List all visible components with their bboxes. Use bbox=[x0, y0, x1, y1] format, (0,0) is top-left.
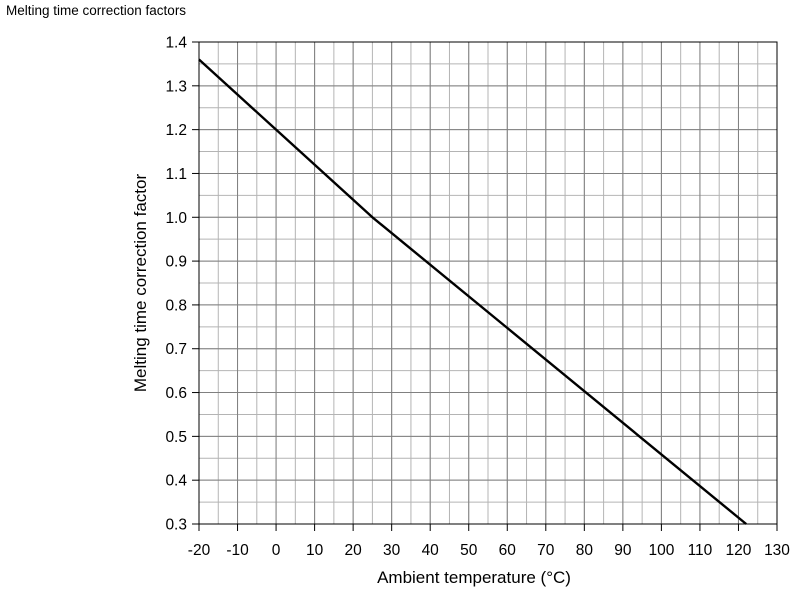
x-tick-label: 70 bbox=[537, 542, 555, 559]
x-tick-label: 120 bbox=[726, 542, 752, 559]
x-tick-label: 40 bbox=[422, 542, 440, 559]
y-tick-label: 0.5 bbox=[165, 429, 187, 446]
x-tick-label: 80 bbox=[576, 542, 594, 559]
x-tick-label: 90 bbox=[614, 542, 632, 559]
x-tick-label: 130 bbox=[764, 542, 790, 559]
x-tick-label: 30 bbox=[383, 542, 401, 559]
series-line bbox=[198, 58, 747, 525]
x-tick-label: 20 bbox=[345, 542, 363, 559]
y-axis-label: Melting time correction factor bbox=[131, 174, 150, 393]
y-tick-label: 0.7 bbox=[165, 341, 187, 358]
y-tick-label: 0.8 bbox=[165, 297, 187, 314]
minor-grid bbox=[199, 42, 777, 524]
y-tick-label: 1.4 bbox=[165, 35, 187, 52]
y-tick-label: 1.0 bbox=[165, 210, 187, 227]
y-tick-label: 0.6 bbox=[165, 385, 187, 402]
x-tick-label: 110 bbox=[688, 542, 713, 559]
y-tick-label: 1.2 bbox=[165, 122, 187, 139]
series-layer bbox=[198, 58, 747, 525]
y-tick-label: 0.4 bbox=[165, 473, 187, 490]
x-tick-labels: -20 -10 0 10 20 30 40 50 60 70 80 90 100 110 120 130 bbox=[188, 524, 790, 559]
x-tick-label: 0 bbox=[272, 542, 281, 559]
plot-frame bbox=[198, 41, 778, 525]
y-tick-label: 0.9 bbox=[165, 254, 187, 271]
x-tick-label: 50 bbox=[460, 542, 478, 559]
page-title: Melting time correction factors bbox=[6, 3, 187, 18]
x-tick-label: 100 bbox=[648, 542, 674, 559]
x-tick-label: -10 bbox=[226, 542, 249, 559]
y-tick-labels: 0.3 0.4 0.5 0.6 0.7 0.8 0.9 1.0 1.1 1.2 1.3 1.4 bbox=[165, 35, 199, 534]
x-tick-label: 10 bbox=[306, 542, 324, 559]
y-tick-label: 0.3 bbox=[165, 517, 187, 534]
x-tick-label: -20 bbox=[188, 542, 211, 559]
y-tick-label: 1.1 bbox=[165, 166, 187, 183]
x-tick-label: 60 bbox=[499, 542, 517, 559]
y-tick-label: 1.3 bbox=[165, 78, 187, 95]
x-axis-label: Ambient temperature (°C) bbox=[377, 568, 571, 587]
